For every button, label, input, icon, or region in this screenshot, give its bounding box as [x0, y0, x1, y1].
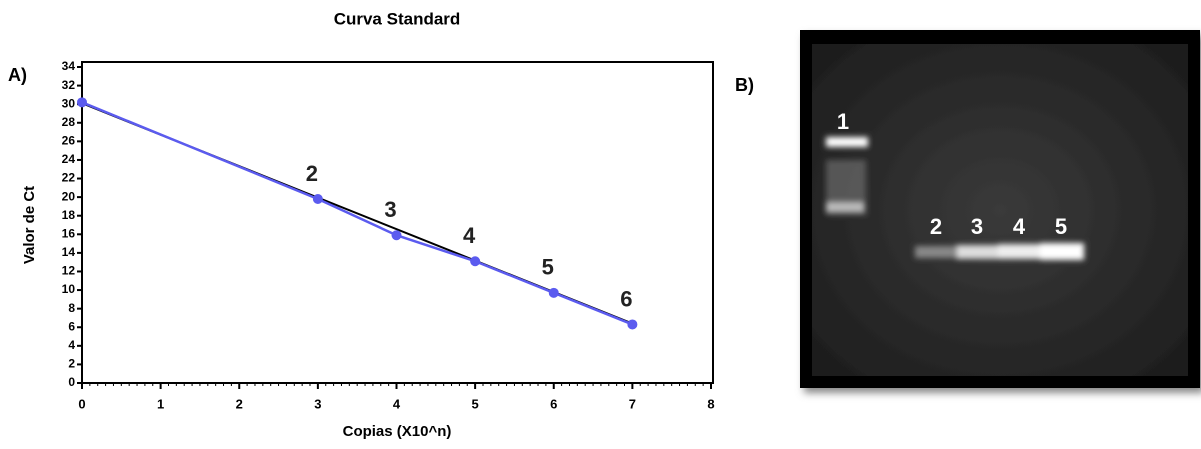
y-tick-label: 26 — [62, 134, 76, 148]
lane-label: 5 — [1055, 214, 1067, 239]
y-tick-label: 4 — [68, 338, 75, 352]
lane-label: 3 — [971, 214, 983, 239]
data-point — [548, 287, 559, 298]
point-label: 4 — [463, 223, 476, 248]
x-tick-label: 6 — [550, 396, 557, 411]
gel-body — [812, 44, 1188, 376]
data-line — [81, 101, 633, 326]
point-label: 6 — [620, 286, 632, 311]
y-tick-label: 2 — [68, 357, 75, 371]
chart-title: Curva Standard — [334, 9, 461, 28]
point-label: 3 — [384, 197, 396, 222]
panel-label: B) — [735, 75, 754, 95]
y-tick-label: 16 — [62, 226, 76, 240]
gel-image — [800, 30, 1200, 388]
x-tick-label: 7 — [629, 396, 636, 411]
x-tick-label: 4 — [393, 396, 401, 411]
x-tick-label: 3 — [314, 396, 321, 411]
data-point — [77, 97, 87, 108]
point-label: 5 — [542, 255, 554, 280]
point-label: 2 — [306, 161, 318, 186]
x-tick-label: 8 — [707, 396, 714, 411]
y-tick-label: 10 — [62, 282, 76, 296]
data-point — [312, 193, 323, 204]
y-tick-label: 30 — [62, 96, 76, 110]
y-tick-label: 32 — [62, 78, 76, 92]
x-tick-label: 1 — [157, 396, 164, 411]
data-point — [391, 230, 402, 241]
y-axis-label: Valor de Ct — [21, 186, 38, 264]
x-tick-label: 2 — [236, 396, 243, 411]
y-tick-label: 28 — [62, 115, 76, 129]
y-tick-label: 18 — [62, 208, 76, 222]
y-tick-label: 24 — [62, 152, 76, 166]
y-tick-label: 14 — [62, 245, 76, 259]
y-tick-label: 34 — [62, 59, 76, 73]
bands — [826, 137, 1084, 260]
y-tick-label: 0 — [68, 375, 75, 389]
data-point — [470, 256, 481, 267]
x-tick-label: 5 — [472, 396, 479, 411]
x-tick-label: 0 — [78, 396, 85, 411]
data-point — [627, 319, 638, 330]
plot-frame — [81, 61, 714, 384]
y-tick-label: 22 — [62, 171, 76, 185]
y-tick-label: 6 — [68, 319, 75, 333]
lane-label: 4 — [1013, 214, 1026, 239]
y-tick-label: 8 — [68, 301, 75, 315]
lane-label: 2 — [930, 214, 942, 239]
lane-label: 1 — [837, 109, 849, 134]
panel-label: A) — [8, 65, 27, 85]
y-tick-label: 12 — [62, 264, 76, 278]
x-axis-label: Copias (X10^n) — [343, 423, 452, 440]
y-tick-label: 20 — [62, 189, 76, 203]
